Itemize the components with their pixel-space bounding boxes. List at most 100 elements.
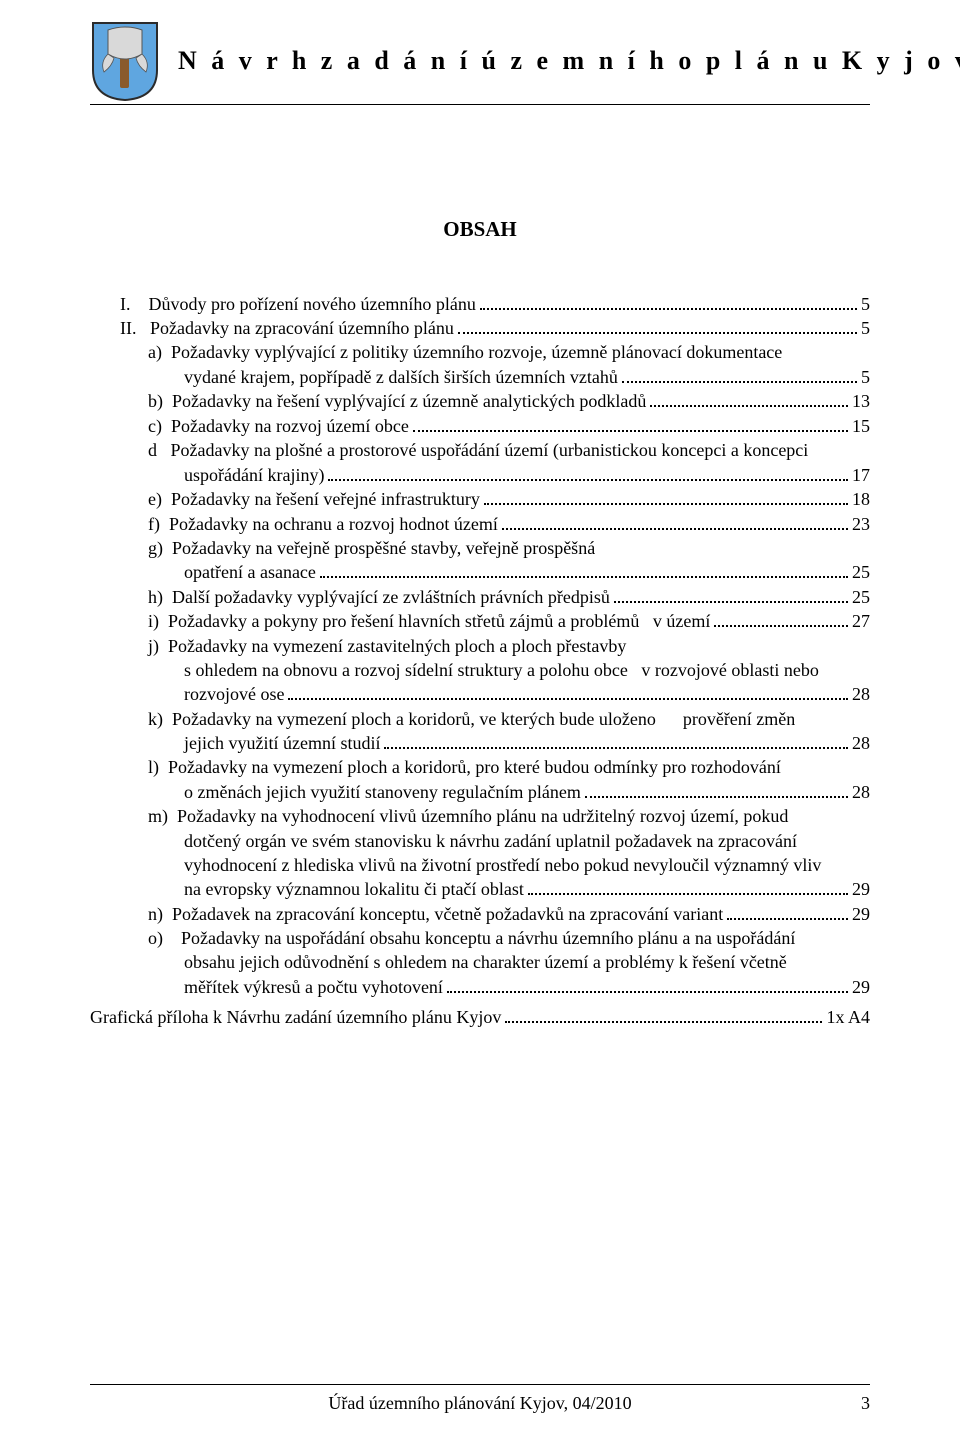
toc-line: i) Požadavky a pokyny pro řešení hlavníc… (120, 609, 870, 633)
toc-page: 25 (852, 560, 870, 584)
footer-page-number: 3 (861, 1391, 870, 1415)
leader-dots (528, 877, 848, 895)
toc-text: I. Důvody pro pořízení nového územního p… (120, 292, 476, 316)
toc-line: II. Požadavky na zpracování územního plá… (120, 316, 870, 340)
leader-dots (714, 609, 848, 627)
toc-line: j) Požadavky na vymezení zastavitelných … (120, 634, 870, 658)
leader-dots (288, 682, 848, 700)
crest-icon (90, 20, 160, 102)
leader-dots (505, 1005, 822, 1023)
footer-center-text: Úřad územního plánování Kyjov, 04/2010 (328, 1391, 631, 1415)
toc-text: obsahu jejich odůvodnění s ohledem na ch… (184, 950, 787, 974)
toc-page: 29 (852, 975, 870, 999)
leader-dots (622, 365, 857, 383)
toc-line: opatření a asanace 25 (120, 560, 870, 584)
leader-dots (502, 511, 848, 529)
toc-page: 18 (852, 487, 870, 511)
toc-line: h) Další požadavky vyplývající ze zvlášt… (120, 585, 870, 609)
toc-text: vyhodnocení z hlediska vlivů na životní … (184, 853, 821, 877)
toc-line: o změnách jejich využití stanoveny regul… (120, 780, 870, 804)
leader-dots (585, 780, 848, 798)
toc-page: 5 (861, 316, 870, 340)
toc-text: uspořádání krajiny) (184, 463, 324, 487)
toc-line: g) Požadavky na veřejně prospěšné stavby… (120, 536, 870, 560)
toc-text: i) Požadavky a pokyny pro řešení hlavníc… (148, 609, 710, 633)
toc-text: k) Požadavky na vymezení ploch a koridor… (148, 707, 795, 731)
toc-line: e) Požadavky na řešení veřejné infrastru… (120, 487, 870, 511)
graphic-appendix-line: Grafická příloha k Návrhu zadání územníh… (90, 1005, 870, 1029)
leader-dots (413, 414, 848, 432)
toc-line: rozvojové ose 28 (120, 682, 870, 706)
toc-text: měřítek výkresů a počtu vyhotovení (184, 975, 443, 999)
leader-dots (458, 316, 857, 334)
toc-line: a) Požadavky vyplývající z politiky územ… (120, 340, 870, 364)
toc-line: c) Požadavky na rozvoj území obce 15 (120, 414, 870, 438)
toc-line: m) Požadavky na vyhodnocení vlivů územní… (120, 804, 870, 828)
toc-text: dotčený orgán ve svém stanovisku k návrh… (184, 829, 797, 853)
toc-text: opatření a asanace (184, 560, 316, 584)
leader-dots (320, 560, 848, 578)
toc-text: j) Požadavky na vymezení zastavitelných … (148, 634, 626, 658)
footer-rule (90, 1384, 870, 1385)
toc-page: 15 (852, 414, 870, 438)
leader-dots (384, 731, 848, 749)
toc-line: dotčený orgán ve svém stanovisku k návrh… (120, 829, 870, 853)
leader-dots (650, 389, 848, 407)
blade-shape (108, 27, 142, 59)
leader-dots (727, 902, 848, 920)
toc-text: d Požadavky na plošné a prostorové uspoř… (148, 438, 808, 462)
toc-text: l) Požadavky na vymezení ploch a koridor… (148, 755, 781, 779)
toc-text: II. Požadavky na zpracování územního plá… (120, 316, 454, 340)
leader-dots (328, 462, 848, 480)
toc-page: 5 (861, 365, 870, 389)
toc-line: d Požadavky na plošné a prostorové uspoř… (120, 438, 870, 462)
toc-text: f) Požadavky na ochranu a rozvoj hodnot … (148, 512, 498, 536)
toc-page: 25 (852, 585, 870, 609)
toc-text: b) Požadavky na řešení vyplývající z úze… (148, 389, 646, 413)
page-header: N á v r h z a d á n í ú z e m n í h o p … (90, 20, 870, 102)
toc-line: vydané krajem, popřípadě z dalších širší… (120, 365, 870, 389)
toc-page: 28 (852, 682, 870, 706)
page-footer: Úřad územního plánování Kyjov, 04/2010 3 (90, 1384, 870, 1415)
toc-line: l) Požadavky na vymezení ploch a koridor… (120, 755, 870, 779)
toc-text: na evropsky významnou lokalitu či ptačí … (184, 877, 524, 901)
toc-line: vyhodnocení z hlediska vlivů na životní … (120, 853, 870, 877)
content-area: OBSAH I. Důvody pro pořízení nového územ… (90, 105, 870, 1030)
toc-page: 23 (852, 512, 870, 536)
leader-dots (484, 487, 848, 505)
toc-text: e) Požadavky na řešení veřejné infrastru… (148, 487, 480, 511)
toc-page: 17 (852, 463, 870, 487)
toc-line: k) Požadavky na vymezení ploch a koridor… (120, 707, 870, 731)
toc-text: g) Požadavky na veřejně prospěšné stavby… (148, 536, 595, 560)
toc-text: s ohledem na obnovu a rozvoj sídelní str… (184, 658, 819, 682)
toc-page: 13 (852, 389, 870, 413)
graphic-appendix-page: 1x A4 (826, 1005, 870, 1029)
toc-page: 28 (852, 731, 870, 755)
graphic-appendix-text: Grafická příloha k Návrhu zadání územníh… (90, 1005, 501, 1029)
toc-text: rozvojové ose (184, 682, 284, 706)
footer-row: Úřad územního plánování Kyjov, 04/2010 3 (90, 1391, 870, 1415)
toc-line: o) Požadavky na uspořádání obsahu koncep… (120, 926, 870, 950)
toc-line: jejich využití územní studií 28 (120, 731, 870, 755)
toc-text: o) Požadavky na uspořádání obsahu koncep… (148, 926, 795, 950)
toc-page: 29 (852, 902, 870, 926)
toc-line: měřítek výkresů a počtu vyhotovení 29 (120, 975, 870, 999)
toc-page: 29 (852, 877, 870, 901)
toc-text: o změnách jejich využití stanoveny regul… (184, 780, 581, 804)
document-title: N á v r h z a d á n í ú z e m n í h o p … (178, 43, 960, 78)
toc-line: s ohledem na obnovu a rozvoj sídelní str… (120, 658, 870, 682)
toc-text: c) Požadavky na rozvoj území obce (148, 414, 409, 438)
toc-text: m) Požadavky na vyhodnocení vlivů územní… (148, 804, 788, 828)
leader-dots (614, 585, 848, 603)
section-heading: OBSAH (90, 215, 870, 243)
toc-line: uspořádání krajiny) 17 (120, 462, 870, 486)
leader-dots (447, 975, 848, 993)
toc-line: f) Požadavky na ochranu a rozvoj hodnot … (120, 511, 870, 535)
page: N á v r h z a d á n í ú z e m n í h o p … (0, 0, 960, 1443)
toc-line: b) Požadavky na řešení vyplývající z úze… (120, 389, 870, 413)
table-of-contents: I. Důvody pro pořízení nového územního p… (90, 291, 870, 999)
leader-dots (480, 291, 857, 309)
toc-line: I. Důvody pro pořízení nového územního p… (120, 291, 870, 315)
toc-text: vydané krajem, popřípadě z dalších širší… (184, 365, 618, 389)
toc-text: jejich využití územní studií (184, 731, 380, 755)
